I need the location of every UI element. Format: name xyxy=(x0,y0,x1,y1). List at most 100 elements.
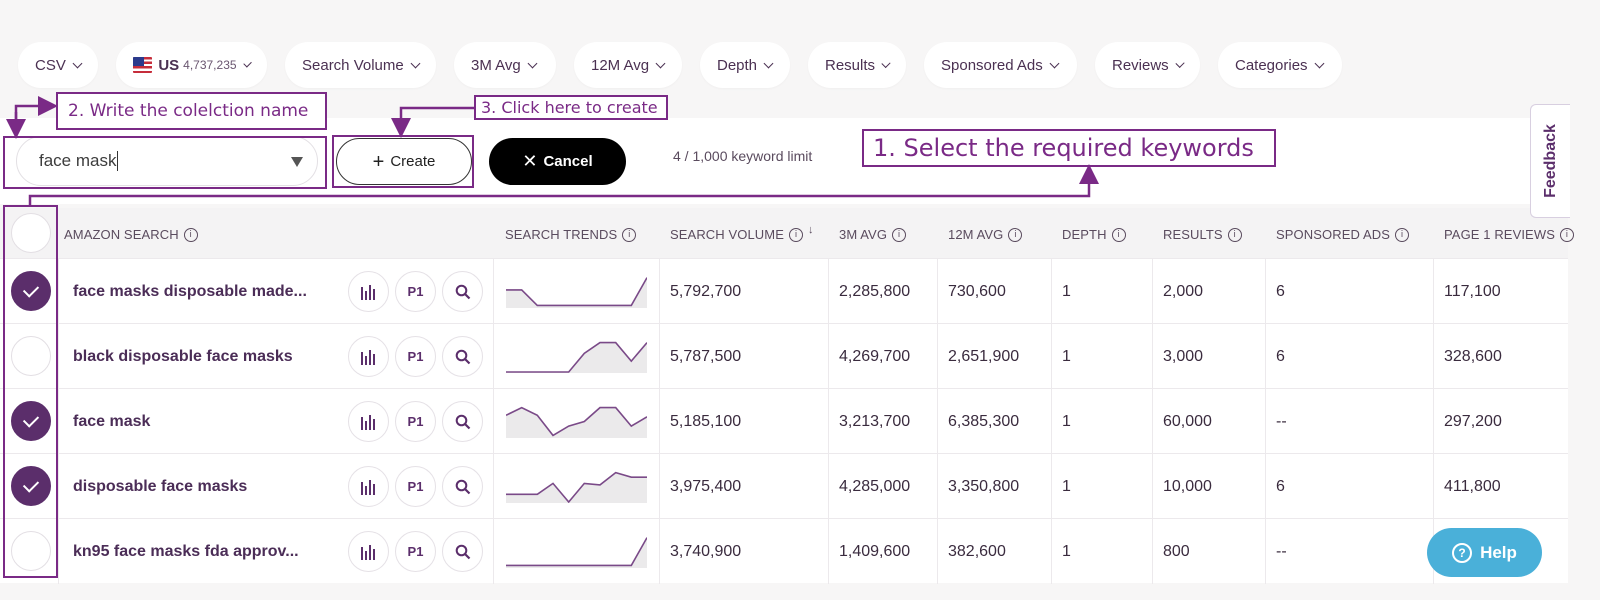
column-divider xyxy=(659,454,660,519)
info-icon[interactable]: i xyxy=(1008,227,1023,242)
feedback-tab[interactable]: Feedback xyxy=(1530,104,1570,218)
keyword-link[interactable]: kn95 face masks fda approv... xyxy=(73,542,299,560)
column-divider xyxy=(58,454,59,519)
amazon-search-button[interactable] xyxy=(442,336,483,377)
history-chart-button[interactable] xyxy=(348,271,389,312)
categories-filter[interactable]: Categories xyxy=(1218,42,1342,88)
3m-avg-filter[interactable]: 3M Avg xyxy=(454,42,556,88)
search-trend-sparkline[interactable] xyxy=(506,405,647,438)
cell-results: 60,000 xyxy=(1163,412,1212,430)
column-divider xyxy=(493,259,494,324)
search-trend-sparkline[interactable] xyxy=(506,535,647,568)
info-icon[interactable]: i xyxy=(789,227,803,242)
cancel-button-label: Cancel xyxy=(543,153,593,170)
cell-results: 3,000 xyxy=(1163,347,1204,365)
row-checkbox[interactable] xyxy=(11,531,51,571)
cell-avg12m: 2,651,900 xyxy=(948,347,1020,365)
chip-label: 12M Avg xyxy=(591,56,650,74)
column-divider xyxy=(58,519,59,584)
depth-filter[interactable]: Depth xyxy=(700,42,790,88)
keyword-link[interactable]: face mask xyxy=(73,412,151,430)
row-checkbox[interactable] xyxy=(11,336,51,376)
info-icon[interactable]: i xyxy=(1227,227,1242,242)
cell-avg3m: 1,409,600 xyxy=(839,542,911,560)
12m-avg-filter[interactable]: 12M Avg xyxy=(574,42,682,88)
reviews-filter[interactable]: Reviews xyxy=(1095,42,1200,88)
chevron-down-icon xyxy=(1314,58,1324,68)
keyword-link[interactable]: face masks disposable made... xyxy=(73,282,307,300)
col-depth[interactable]: DEPTH i xyxy=(1062,227,1126,242)
keyword-link[interactable]: disposable face masks xyxy=(73,477,248,495)
page1-button[interactable]: P1 xyxy=(395,531,436,572)
col-3m-avg[interactable]: 3M AVG i xyxy=(839,227,907,242)
table-row: black disposable face masks P1 5,787,500 4,… xyxy=(0,323,1568,389)
column-divider xyxy=(493,324,494,389)
amazon-search-button[interactable] xyxy=(442,271,483,312)
select-all-checkbox[interactable] xyxy=(11,213,51,253)
dropdown-caret-icon[interactable] xyxy=(291,157,303,167)
keyword-link[interactable]: black disposable face masks xyxy=(73,347,293,365)
info-icon[interactable]: i xyxy=(622,227,637,242)
col-amazon-search[interactable]: AMAZON SEARCH i xyxy=(64,227,198,242)
history-chart-button[interactable] xyxy=(348,531,389,572)
filter-bar: CSV US 4,737,235 Search Volume 3M Avg 12M… xyxy=(18,42,1342,88)
info-icon[interactable]: i xyxy=(1559,227,1574,242)
column-divider xyxy=(659,259,660,324)
sparkline-area xyxy=(506,407,647,438)
text-cursor xyxy=(117,151,119,171)
cancel-button[interactable]: ✕ Cancel xyxy=(489,138,626,185)
column-divider xyxy=(1152,519,1153,584)
col-sponsored-ads[interactable]: SPONSORED ADS i xyxy=(1276,227,1409,242)
cell-page1-reviews: 117,100 xyxy=(1444,282,1501,300)
search-volume-filter[interactable]: Search Volume xyxy=(285,42,436,88)
search-trend-sparkline[interactable] xyxy=(506,275,647,308)
csv-dropdown[interactable]: CSV xyxy=(18,42,98,88)
cell-depth: 1 xyxy=(1062,477,1071,495)
search-trend-sparkline[interactable] xyxy=(506,340,647,373)
info-icon[interactable]: i xyxy=(183,227,198,242)
column-divider xyxy=(1152,259,1153,324)
history-chart-button[interactable] xyxy=(348,336,389,377)
row-checkbox[interactable] xyxy=(11,271,51,311)
col-12m-avg[interactable]: 12M AVG i xyxy=(948,227,1023,242)
search-trend-sparkline[interactable] xyxy=(506,470,647,503)
cell-search-volume: 3,740,900 xyxy=(670,542,742,560)
bar-chart-icon xyxy=(360,284,375,300)
amazon-search-button[interactable] xyxy=(442,401,483,442)
cell-search-volume: 5,787,500 xyxy=(670,347,742,365)
column-divider xyxy=(1051,519,1052,584)
annotation-step1: 1. Select the required keywords xyxy=(862,129,1276,167)
history-chart-button[interactable] xyxy=(348,466,389,507)
cell-avg12m: 6,385,300 xyxy=(948,412,1020,430)
page1-button[interactable]: P1 xyxy=(395,336,436,377)
column-divider xyxy=(1051,389,1052,454)
sponsored-ads-filter[interactable]: Sponsored Ads xyxy=(924,42,1077,88)
sort-down-icon[interactable]: ↓ xyxy=(808,223,814,236)
help-button[interactable]: ? Help xyxy=(1427,528,1542,577)
table-row: kn95 face masks fda approv... P1 3,740,900… xyxy=(0,518,1568,584)
row-checkbox[interactable] xyxy=(11,401,51,441)
plus-icon: + xyxy=(372,150,385,173)
search-icon xyxy=(455,284,470,299)
page1-label: P1 xyxy=(407,544,424,559)
col-search-volume[interactable]: SEARCH VOLUME i ↓ xyxy=(670,223,814,243)
col-results[interactable]: RESULTS i xyxy=(1163,227,1242,242)
page1-button[interactable]: P1 xyxy=(395,466,436,507)
amazon-search-button[interactable] xyxy=(442,466,483,507)
column-divider xyxy=(1265,324,1266,389)
row-checkbox[interactable] xyxy=(11,466,51,506)
col-search-trends[interactable]: SEARCH TRENDS i xyxy=(505,227,637,242)
info-icon[interactable]: i xyxy=(1395,227,1409,242)
marketplace-dropdown[interactable]: US 4,737,235 xyxy=(116,42,267,88)
column-divider xyxy=(1433,389,1434,454)
results-filter[interactable]: Results xyxy=(808,42,906,88)
info-icon[interactable]: i xyxy=(1111,227,1126,242)
page1-button[interactable]: P1 xyxy=(395,401,436,442)
us-flag-icon xyxy=(133,57,153,73)
page1-button[interactable]: P1 xyxy=(395,271,436,312)
annotation-step3: 3. Click here to create xyxy=(474,95,668,120)
amazon-search-button[interactable] xyxy=(442,531,483,572)
col-page1-reviews[interactable]: PAGE 1 REVIEWS i xyxy=(1444,227,1574,242)
info-icon[interactable]: i xyxy=(892,227,907,242)
history-chart-button[interactable] xyxy=(348,401,389,442)
